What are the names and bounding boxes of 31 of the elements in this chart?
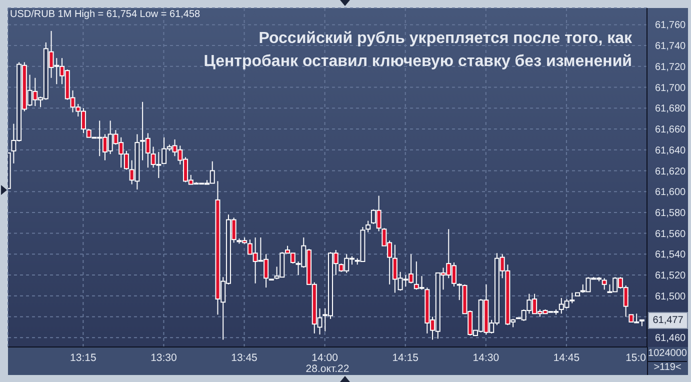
x-tick-label: 14:00 xyxy=(312,352,338,364)
x-tick-label: 14:45 xyxy=(553,352,580,364)
candlestick xyxy=(602,278,607,290)
y-tick-label: 61,660 xyxy=(655,124,686,136)
x-tick-label: 14:30 xyxy=(472,352,500,364)
x-tick-label: 15:0 xyxy=(626,352,646,364)
annotation: 61,477 xyxy=(648,312,688,329)
y-tick-label: 61,460 xyxy=(655,333,686,344)
x-tick-label: 13:30 xyxy=(150,352,178,364)
x-tick-label: 13:45 xyxy=(231,352,258,364)
y-tick-label: 61,540 xyxy=(655,250,686,261)
x-tick-label: 13:15 xyxy=(70,352,96,364)
text: Российский рубль укрепляется после того, как Центробанк оставил ключевую ставку без изменений xyxy=(202,29,632,72)
y-tick-label: 61,500 xyxy=(655,291,686,302)
y-tick-label: 61,700 xyxy=(655,82,686,94)
y-tick-label: 61,620 xyxy=(655,166,686,178)
x-tick-label: 14:15 xyxy=(392,352,419,364)
y-tick-label: 61,760 xyxy=(655,20,686,32)
candlestick xyxy=(366,220,371,233)
x-axis-title: 28.окт.22 xyxy=(306,363,350,375)
text: >119< xyxy=(648,361,687,374)
y-tick-label: 61,740 xyxy=(655,41,686,52)
y-tick-label: 61,580 xyxy=(655,208,686,219)
y-tick-label: 61,600 xyxy=(655,187,686,198)
y-tick-label: 61,520 xyxy=(655,270,686,282)
text: 1024000 xyxy=(648,348,687,360)
y-tick-label: 61,720 xyxy=(655,62,686,73)
chart-subtitle: USD/RUB 1M High = 61,754 Low = 61,458 xyxy=(10,9,200,20)
y-tick-label: 61,640 xyxy=(655,145,686,156)
y-tick-label: 61,560 xyxy=(655,228,686,240)
y-tick-label: 61,680 xyxy=(655,104,686,115)
